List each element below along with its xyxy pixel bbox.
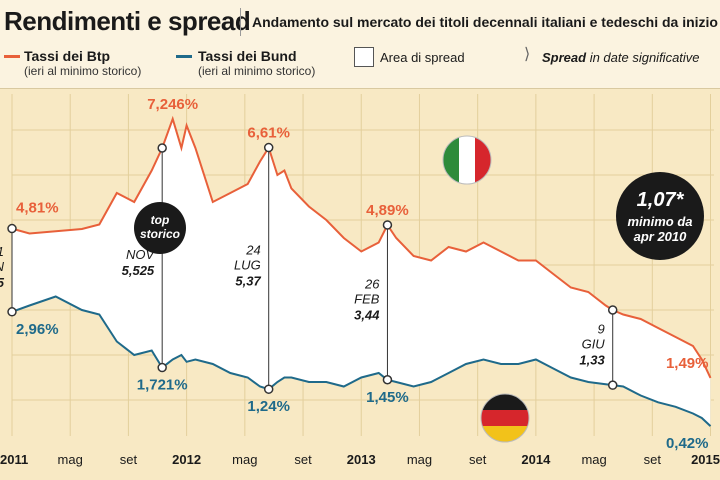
x-tick-label: set [294,452,312,467]
spread-day: 26 [364,276,380,291]
flags [442,135,530,443]
spread-dot-top [7,223,17,234]
value-label: 1,24% [247,398,290,415]
spread-dot-top [382,220,393,230]
legend-area-swatch [354,47,374,67]
x-tick-label: mag [407,452,432,467]
spread-dot-bottom [263,384,274,394]
top-label-1: top [151,213,170,227]
value-label: 4,81% [16,200,59,217]
title-divider [240,8,241,36]
min-value: 1,07* [637,189,685,211]
value-label: 7,246% [147,96,198,113]
spread-dot-bottom [382,375,393,385]
spread-day: 9 [597,322,604,337]
spread-value: 3,44 [354,307,380,322]
legend-bund-sub: (ieri al minimo storico) [198,64,316,78]
x-tick-label: set [644,452,662,467]
value-label: 0,42% [666,435,709,452]
germany-flag-icon [480,393,530,443]
legend-spread-rest: in date significative [586,50,700,65]
legend-spread-bold: Spread [542,50,587,65]
x-tick-label: 2011 [0,452,28,467]
x-tick-label: 2013 [347,452,376,467]
x-tick-label: 2014 [521,452,551,467]
rates-chart: 1GEN1,859NOV5,52524LUG5,3726FEB3,449GIU1… [0,94,720,467]
legend-spread: Spread in date significative [542,50,700,65]
x-tick-label: set [469,452,487,467]
spread-value: 5,525 [122,263,155,278]
x-tick-label: 2015 [691,452,720,467]
x-tick-label: mag [58,452,83,467]
spread-dot-bottom [157,362,167,373]
value-label: 1,49% [666,355,709,372]
spread-dot-top [157,143,167,153]
minimum-callout: 1,07* minimo da apr 2010 [616,172,704,260]
spread-area [12,118,711,427]
value-label: 2,96% [16,321,59,338]
spread-value: 1,33 [579,353,605,368]
spread-day: 24 [245,242,260,257]
min-label-1: minimo da [627,214,692,229]
spread-month: FEB [354,291,380,306]
min-label-2: apr 2010 [634,229,688,244]
legend-bund-title: Tassi dei Bund [198,48,297,64]
legend-btp-title: Tassi dei Btp [24,48,111,64]
spread-value: 5,37 [235,273,261,288]
value-labels: 4,81% 7,246% 6,61% 4,89% 1,49% 2,96% 1,721% 1,2… [16,96,709,452]
value-label: 1,721% [137,377,188,394]
page-subtitle: Andamento sul mercato dei titoli decenna… [252,14,720,30]
value-label: 6,61% [247,125,290,142]
spread-annotations: 1GEN1,859NOV5,52524LUG5,3726FEB3,449GIU1… [0,142,618,394]
spread-month: GIU [582,337,606,352]
legend: Tassi dei Btp (ieri al minimo storico) T… [0,42,720,89]
value-label: 4,89% [366,202,409,219]
header: Rendimenti e spread Andamento sul mercat… [0,0,720,42]
x-axis-ticks: 2011 mag set 2012 mag set 2013 mag set 2014 mag set… [0,452,720,467]
legend-spread-bracket-icon: ⟩ [524,46,531,63]
legend-btp-swatch [4,55,20,58]
spread-day: 1 [0,244,4,259]
spread-dot-top [263,142,274,153]
x-tick-label: 2012 [172,452,201,467]
x-tick-label: mag [232,452,257,467]
top-label-2: storico [140,227,180,241]
spread-value: 1,85 [0,275,5,290]
x-tick-label: set [120,452,138,467]
page-title: Rendimenti e spread [4,6,251,36]
value-label: 1,45% [366,389,409,406]
legend-btp-sub: (ieri al minimo storico) [24,64,142,78]
legend-bund-swatch [176,55,192,58]
spread-dot-bottom [607,380,618,390]
italy-flag-icon [442,135,492,185]
spread-dot-bottom [7,307,17,317]
legend-area-label: Area di spread [380,50,465,65]
spread-month: LUG [234,257,261,272]
legend-btp: Tassi dei Btp (ieri al minimo storico) [24,48,141,78]
top-storico-callout: top storico [134,202,186,254]
x-tick-label: mag [581,452,606,467]
spread-dot-top [607,305,618,315]
legend-bund: Tassi dei Bund (ieri al minimo storico) [198,48,315,78]
spread-month: GEN [0,259,5,274]
